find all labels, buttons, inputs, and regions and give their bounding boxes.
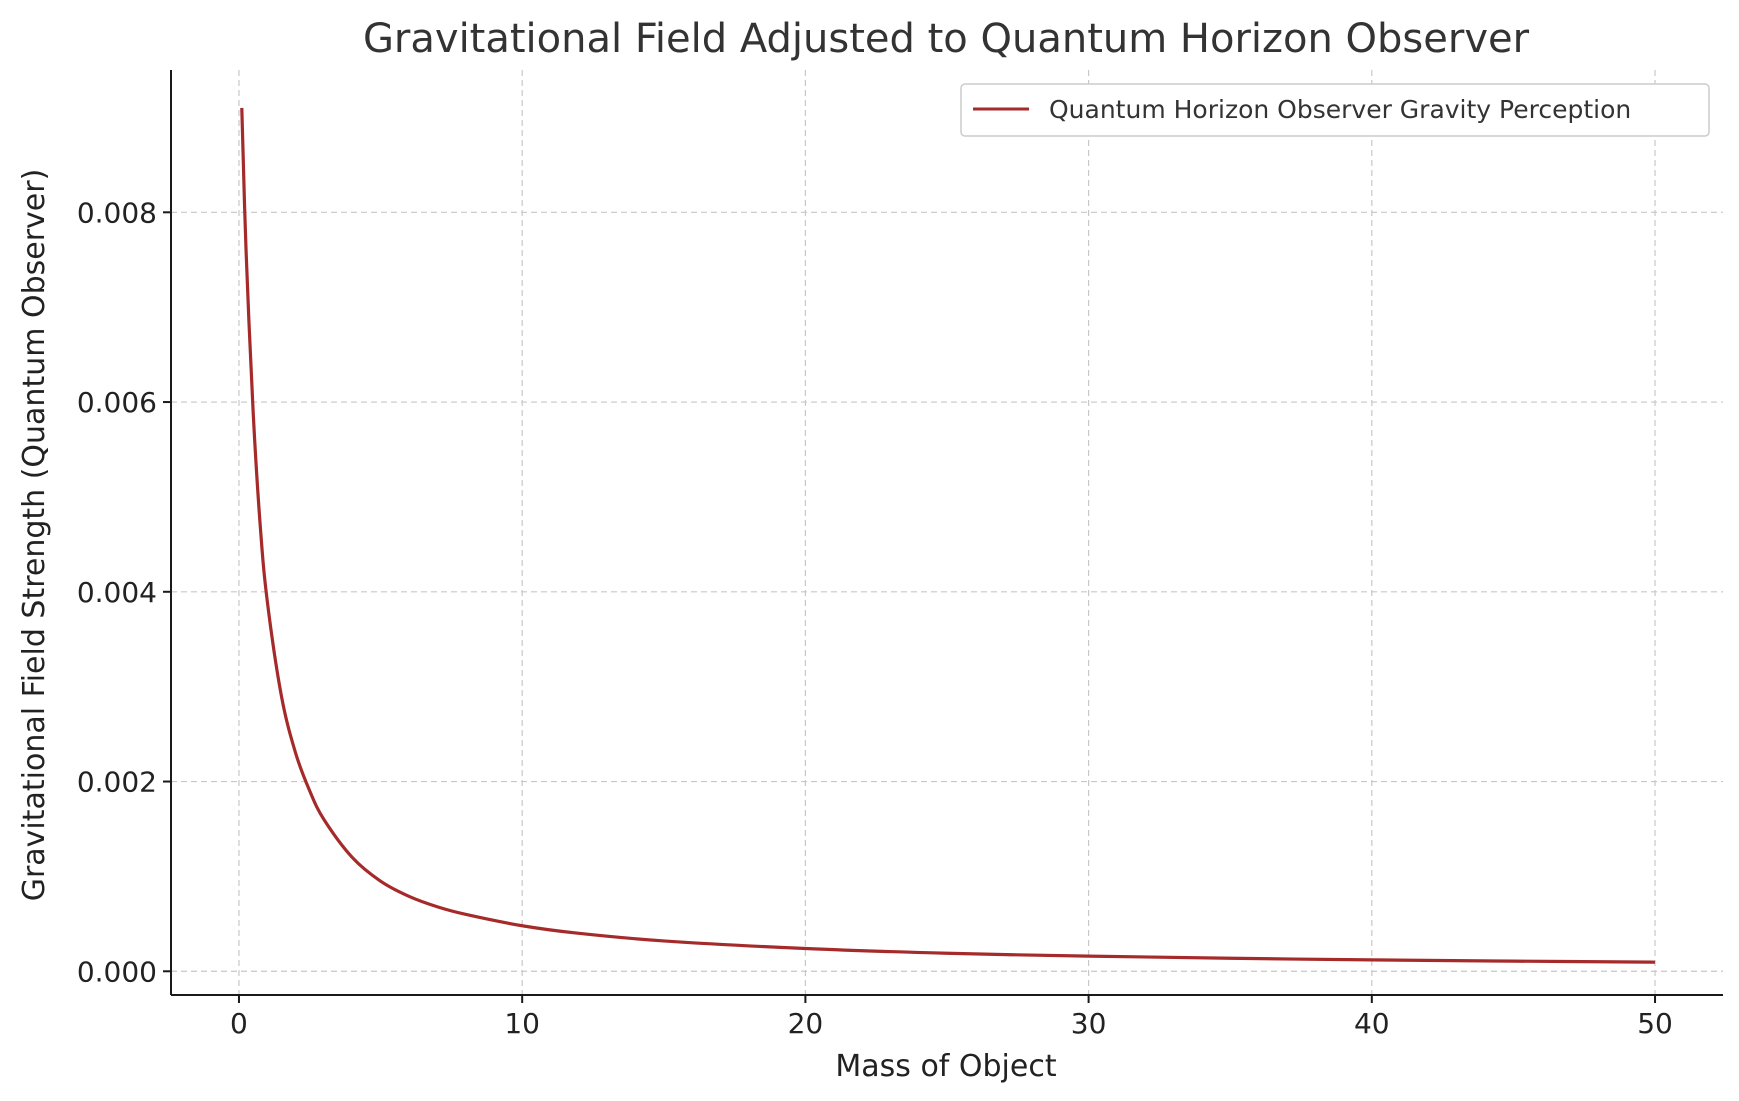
- series-layer: [240, 107, 1656, 964]
- x-tick-label: 30: [1071, 1007, 1107, 1040]
- tick-labels: 0 10 20 30 40 50 0.000 0.002 0.004 0.006 0.008: [77, 196, 1673, 1040]
- x-tick-label: 10: [504, 1007, 540, 1040]
- chart-title: Gravitational Field Adjusted to Quantum …: [363, 16, 1530, 62]
- y-tick-label: 0.008: [77, 196, 157, 229]
- x-tick-label: 0: [230, 1007, 248, 1040]
- legend-label: Quantum Horizon Observer Gravity Percept…: [1049, 95, 1631, 124]
- legend-box: [960, 83, 1710, 137]
- series-line: [240, 107, 1656, 964]
- y-tick-label: 0.000: [77, 955, 157, 988]
- y-tick-label: 0.006: [77, 386, 157, 419]
- x-tick-label: 40: [1354, 1007, 1390, 1040]
- legend: Quantum Horizon Observer Gravity Percept…: [960, 83, 1710, 137]
- gridlines: [171, 70, 1723, 995]
- y-axis-label: Gravitational Field Strength (Quantum Ob…: [17, 169, 52, 902]
- x-tick-label: 50: [1637, 1007, 1673, 1040]
- y-tick-label: 0.002: [77, 766, 157, 799]
- x-axis-label: Mass of Object: [835, 1049, 1056, 1084]
- x-tick-label: 20: [788, 1007, 824, 1040]
- y-tick-label: 0.004: [77, 576, 157, 609]
- axes: [163, 70, 1723, 1003]
